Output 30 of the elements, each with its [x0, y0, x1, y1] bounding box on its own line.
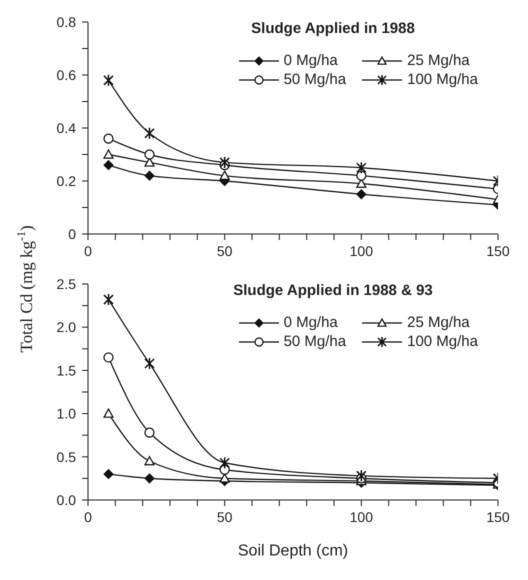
- legend-label: 50 Mg/ha: [284, 71, 346, 88]
- y-tick-label: 0.8: [56, 14, 76, 30]
- x-axis-title: Soil Depth (cm): [238, 542, 348, 560]
- legend-label: 0 Mg/ha: [284, 52, 338, 69]
- y-tick-label: 2.0: [56, 319, 76, 336]
- y-tick-label: 1.0: [56, 406, 76, 422]
- legend-label: 25 Mg/ha: [407, 52, 470, 69]
- x-tick-label: 150: [486, 509, 510, 525]
- chart-title: Sludge Applied in 1988: [250, 20, 416, 37]
- legend-label: 50 Mg/ha: [284, 333, 346, 350]
- legend-label: 100 Mg/ha: [407, 71, 478, 88]
- x-tick-label: 50: [216, 509, 233, 525]
- y-tick-label: 2.5: [56, 276, 76, 292]
- x-tick-label: 0: [84, 509, 92, 525]
- x-tick-label: 100: [350, 509, 374, 525]
- x-tick-label: 100: [350, 243, 374, 259]
- legend-label: 100 Mg/ha: [407, 333, 478, 350]
- x-tick-label: 150: [486, 243, 510, 259]
- y-tick-label: 1.5: [56, 362, 76, 378]
- y-tick-label: 0.0: [56, 492, 76, 508]
- y-tick-label: 0.2: [56, 173, 76, 189]
- y-tick-label: 0: [68, 226, 76, 242]
- y-tick-label: 0.4: [56, 120, 76, 136]
- x-tick-label: 0: [84, 243, 92, 259]
- legend-label: 0 Mg/ha: [284, 314, 338, 331]
- y-tick-label: 0.5: [56, 448, 76, 465]
- legend-label: 25 Mg/ha: [407, 314, 470, 331]
- x-tick-label: 50: [216, 243, 233, 259]
- chart-title: Sludge Applied in 1988 & 93: [232, 282, 434, 299]
- y-tick-label: 0.6: [56, 67, 76, 83]
